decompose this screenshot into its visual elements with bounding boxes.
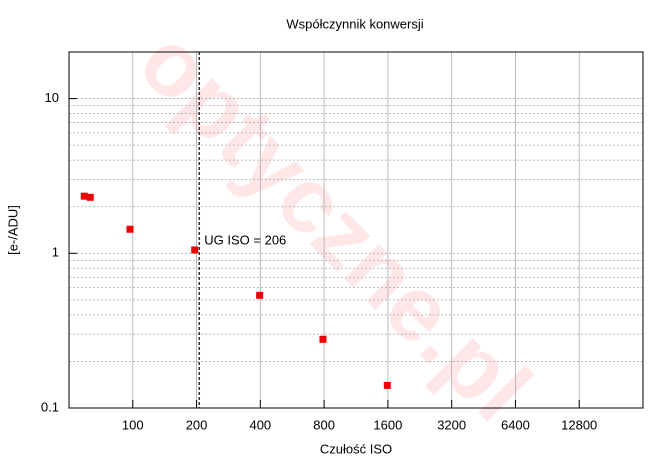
point — [80, 192, 88, 200]
point — [86, 193, 94, 201]
x-tick-label: 100 — [122, 417, 144, 432]
x-tick-label: 800 — [313, 417, 335, 432]
x-axis-label: Czułość ISO — [320, 441, 392, 456]
x-tick-label: 12800 — [561, 417, 597, 432]
x-tick-label: 1600 — [373, 417, 402, 432]
annotation: UG ISO = 206 — [204, 232, 286, 247]
x-tick-label: 200 — [186, 417, 208, 432]
plot-frame — [68, 51, 644, 409]
point — [319, 335, 327, 343]
point — [383, 381, 391, 389]
y-tick-label: 1 — [52, 245, 59, 260]
y-axis-label: [e-/ADU] — [5, 205, 20, 255]
point — [126, 225, 134, 233]
y-tick-label: 0.1 — [41, 399, 59, 414]
y-tick-label: 10 — [45, 90, 59, 105]
point — [256, 291, 264, 299]
chart-title: Współczynnik konwersji — [286, 16, 423, 31]
x-tick-label: 6400 — [501, 417, 530, 432]
x-tick-label: 3200 — [437, 417, 466, 432]
point — [191, 246, 199, 254]
x-tick-label: 400 — [249, 417, 271, 432]
